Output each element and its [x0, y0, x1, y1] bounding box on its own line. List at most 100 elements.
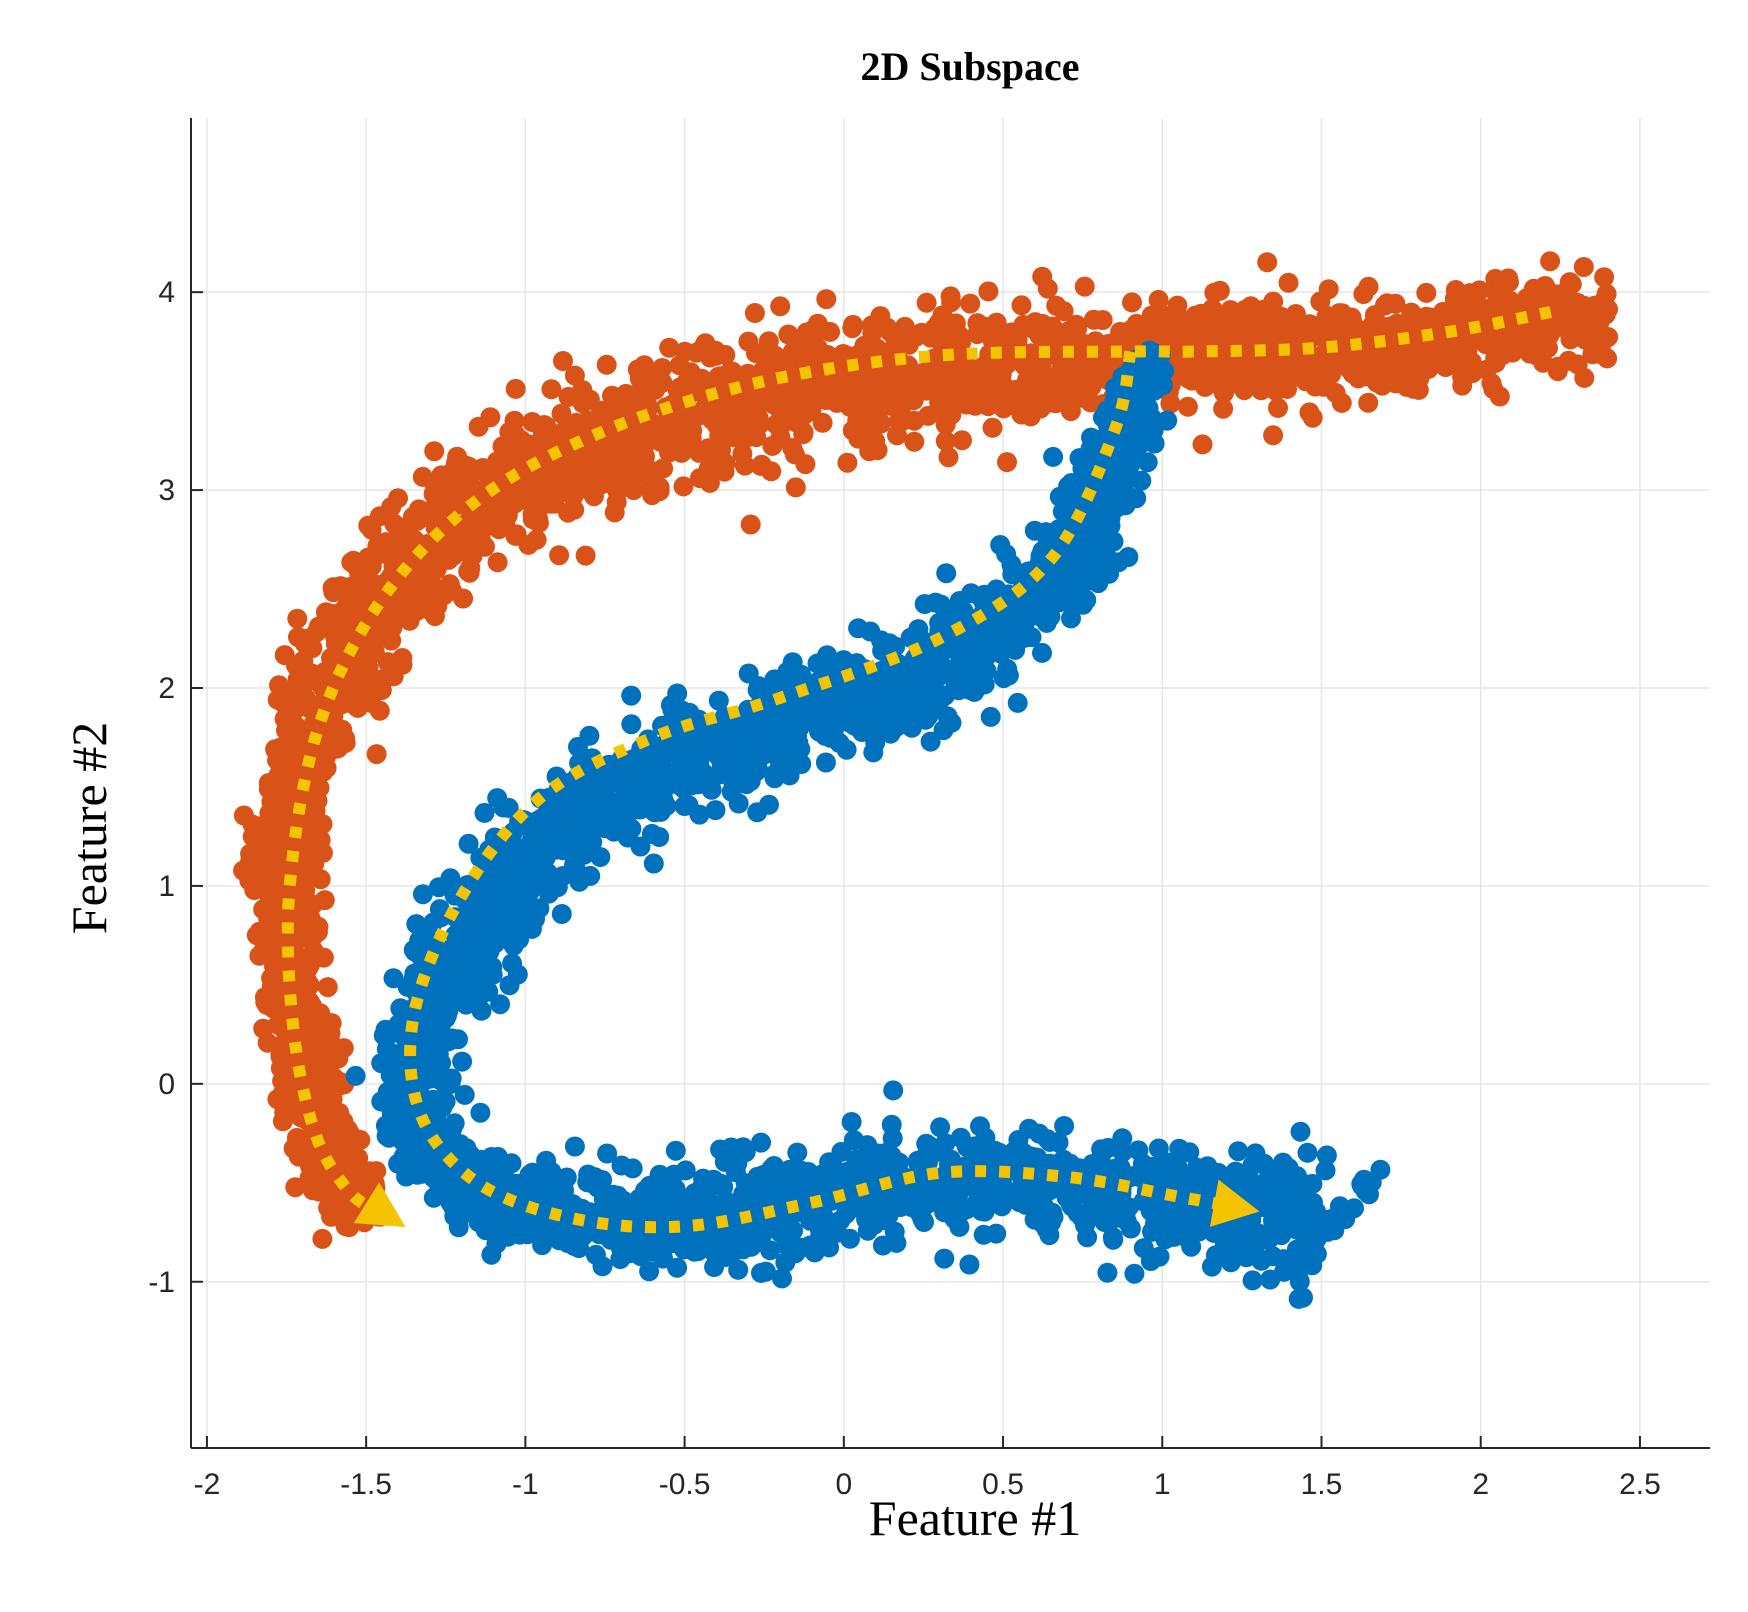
scatter-point: [454, 1084, 475, 1105]
scatter-point: [738, 331, 759, 352]
scatter-point: [308, 616, 329, 637]
scatter-point: [868, 713, 889, 734]
scatter-point: [894, 410, 915, 431]
scatter-point: [659, 1199, 680, 1220]
scatter-point: [549, 545, 570, 566]
scatter-point: [767, 1215, 788, 1236]
scatter-point: [417, 569, 438, 590]
scatter-point: [950, 389, 971, 410]
scatter-point: [1538, 337, 1558, 358]
scatter-point: [1045, 320, 1066, 341]
scatter-point: [376, 532, 396, 553]
scatter-point: [1016, 378, 1037, 399]
scatter-point: [504, 410, 525, 431]
scatter-point: [1052, 385, 1073, 406]
scatter-point: [347, 697, 368, 718]
scatter-point: [317, 977, 338, 998]
scatter-point: [1461, 351, 1482, 372]
scatter-point: [974, 674, 995, 695]
scatter-point: [623, 480, 644, 501]
scatter-point: [982, 417, 1003, 438]
scatter-point: [639, 1261, 660, 1282]
scatter-point: [597, 464, 618, 485]
scatter-point: [376, 1039, 397, 1060]
scatter-point: [1011, 596, 1032, 617]
scatter-point: [959, 1254, 980, 1275]
scatter-point: [553, 351, 573, 371]
scatter-point: [458, 561, 479, 582]
scatter-point: [622, 416, 643, 436]
scatter-point: [1485, 268, 1506, 289]
scatter-point: [1167, 295, 1188, 316]
scatter-point: [452, 1051, 473, 1072]
scatter-point: [935, 431, 956, 451]
scatter-point: [693, 440, 713, 461]
scatter-point: [710, 1139, 731, 1160]
scatter-point: [387, 1124, 408, 1145]
scatter-point: [1540, 251, 1561, 272]
scatter-point: [1031, 354, 1052, 375]
scatter-point: [1558, 350, 1579, 371]
scatter-point: [1476, 332, 1497, 353]
scatter-point: [1011, 295, 1032, 316]
scatter-point: [936, 563, 957, 584]
scatter-point: [904, 431, 925, 452]
scatter-point: [764, 394, 785, 415]
scatter-point: [287, 608, 308, 629]
scatter-point: [980, 706, 1001, 727]
scatter-point: [1148, 289, 1169, 310]
scatter-point: [848, 428, 869, 449]
scatter-point: [419, 590, 440, 611]
scatter-point: [1098, 1137, 1119, 1158]
scatter-point: [251, 856, 272, 877]
scatter-point: [973, 1224, 994, 1245]
scatter-point: [1122, 292, 1142, 313]
scatter-point: [665, 1140, 686, 1161]
scatter-point: [971, 1201, 992, 1221]
scatter-point: [448, 1217, 469, 1238]
scatter-point: [325, 737, 346, 758]
scatter-point: [406, 914, 427, 935]
scatter-point: [642, 485, 663, 506]
scatter-point: [1052, 501, 1073, 522]
scatter-point: [1103, 1159, 1124, 1179]
scatter-point: [239, 870, 260, 891]
scatter-point: [491, 517, 512, 538]
scatter-point: [949, 1216, 970, 1237]
scatter-point: [853, 380, 874, 401]
scatter-point: [1155, 1229, 1176, 1250]
scatter-point: [467, 534, 488, 555]
scatter-point: [1092, 310, 1113, 330]
scatter-point: [1485, 348, 1506, 369]
scatter-point: [1385, 351, 1406, 372]
scatter-point: [1236, 1247, 1257, 1268]
scatter-point: [1220, 1168, 1240, 1189]
scatter-point: [649, 1164, 670, 1185]
scatter-point: [233, 805, 254, 826]
scatter-point: [474, 802, 495, 823]
scatter-point: [878, 363, 898, 383]
scatter-point: [1387, 313, 1407, 334]
scatter-point: [716, 1237, 737, 1258]
scatter-point: [920, 731, 941, 752]
scatter-point: [1167, 1155, 1188, 1176]
scatter-point: [815, 752, 836, 773]
scatter-point: [885, 636, 906, 657]
scatter-point: [471, 1000, 492, 1021]
scatter-point: [1148, 1138, 1169, 1159]
scatter-point: [808, 374, 829, 395]
scatter-point: [812, 412, 833, 433]
scatter-point: [334, 672, 355, 693]
scatter-point: [333, 1111, 354, 1132]
scatter-point: [1539, 291, 1560, 312]
scatter-point: [249, 945, 270, 966]
scatter-point: [978, 281, 999, 302]
scatter-point: [423, 484, 444, 504]
scatter-point: [816, 390, 836, 410]
scatter-point: [551, 403, 572, 424]
scatter-point: [541, 493, 562, 514]
scatter-point: [1020, 406, 1041, 427]
scatter-point: [257, 901, 278, 922]
scatter-point: [886, 1232, 907, 1253]
scatter-point: [703, 1169, 724, 1190]
